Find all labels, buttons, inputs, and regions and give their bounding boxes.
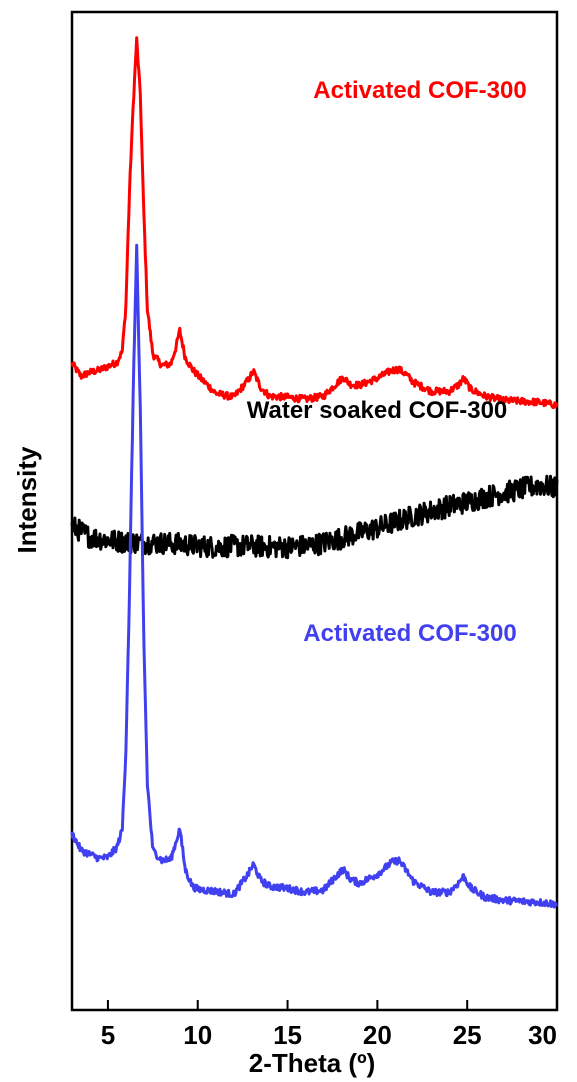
- series-layer: [70, 36, 559, 909]
- x-axis-ticks: 5 10 15 20 25 30: [101, 1000, 558, 1050]
- series-line-2: [70, 243, 558, 909]
- x-tick-label: 10: [183, 1020, 212, 1050]
- annotation-top: Activated COF-300: [313, 77, 526, 104]
- x-tick-label: 15: [273, 1020, 302, 1050]
- x-tick-label: 30: [528, 1020, 557, 1050]
- x-tick-label: 20: [363, 1020, 392, 1050]
- x-tick-label: 5: [101, 1020, 115, 1050]
- plot-frame: [70, 10, 559, 1012]
- series-line-1: [70, 474, 559, 560]
- annotation-middle: Water soaked COF-300: [247, 397, 508, 424]
- y-axis-label: Intensity: [12, 446, 42, 553]
- x-axis-label: 2-Theta (º): [249, 1048, 376, 1078]
- annotation-bottom: Activated COF-300: [303, 620, 516, 647]
- series-line-0: [70, 36, 559, 410]
- x-tick-label: 25: [453, 1020, 482, 1050]
